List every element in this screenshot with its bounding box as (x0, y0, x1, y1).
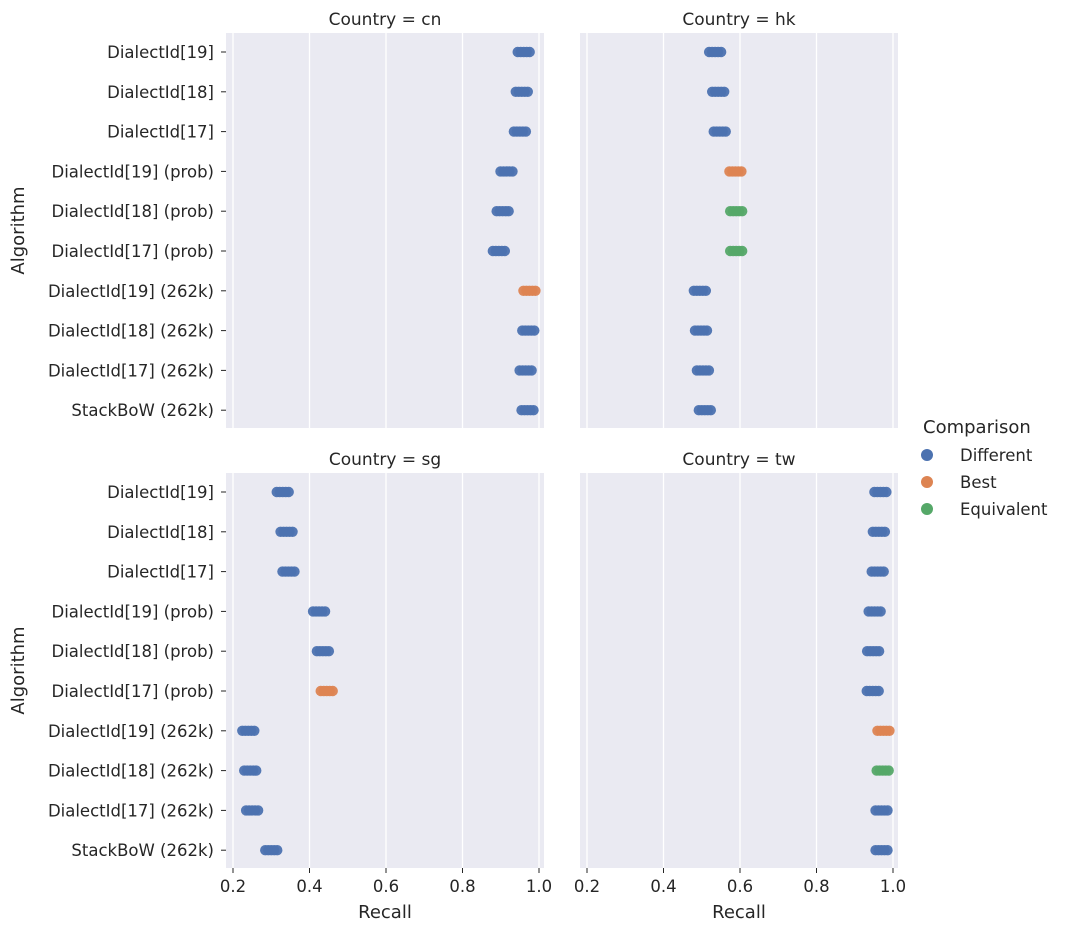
y-tick-label: DialectId[19] (262k) (48, 722, 214, 741)
data-point (882, 845, 893, 856)
legend-marker (921, 476, 933, 488)
data-point (283, 486, 294, 498)
x-axis-label: Recall (358, 902, 412, 923)
legend-entry: Best (960, 473, 997, 492)
y-axis-label: Algorithm (8, 626, 29, 714)
data-point (327, 685, 338, 697)
y-tick-label: DialectId[18] (prob) (52, 642, 214, 661)
legend-marker (921, 449, 933, 461)
data-point (701, 325, 713, 336)
y-tick-label: DialectId[18] (262k) (48, 762, 214, 781)
panel-background (226, 33, 544, 428)
y-tick-label: DialectId[17] (prob) (52, 682, 214, 701)
y-tick-label: DialectId[18] (262k) (48, 322, 214, 341)
facet-title: Country = tw (682, 450, 795, 470)
x-tick-label: 1.0 (526, 877, 552, 896)
data-point (873, 646, 885, 657)
data-point (289, 566, 300, 577)
y-tick-label: DialectId[17] (107, 123, 214, 142)
data-point (522, 86, 533, 98)
data-point (499, 245, 511, 257)
x-axis-label: Recall (712, 902, 766, 923)
data-point (319, 606, 331, 617)
y-tick-label: DialectId[18] (107, 523, 214, 542)
data-point (736, 166, 747, 177)
y-tick-label: DialectId[17] (107, 563, 214, 582)
x-tick-label: 0.6 (373, 877, 399, 896)
panel-background (226, 473, 544, 868)
x-tick-label: 0.8 (803, 877, 829, 896)
data-point (875, 606, 886, 617)
data-point (883, 765, 894, 776)
facet-title: Country = hk (682, 10, 795, 30)
legend-marker (921, 503, 933, 515)
data-point (736, 206, 748, 217)
y-tick-label: DialectId[19] (prob) (52, 602, 214, 621)
data-point (507, 166, 518, 177)
x-tick-label: 0.4 (296, 877, 322, 896)
x-tick-label: 0.4 (650, 877, 676, 896)
data-point (720, 126, 731, 137)
data-point (252, 805, 264, 816)
data-point (323, 646, 335, 657)
data-point (705, 405, 717, 416)
facet-1: Country = hk (580, 10, 898, 428)
x-tick-label: 0.6 (727, 877, 753, 896)
data-point (520, 126, 532, 137)
panel-background (580, 473, 898, 868)
legend-title: Comparison (923, 417, 1031, 438)
data-point (524, 46, 535, 58)
y-tick-label: DialectId[17] (262k) (48, 361, 214, 380)
data-point (884, 725, 895, 736)
data-point (272, 845, 283, 856)
data-point (529, 325, 540, 336)
data-point (718, 86, 730, 98)
facet-3: Country = tw 0.2 0.4 0.6 0.8 1.0 Recall (574, 450, 906, 923)
data-point (703, 365, 715, 376)
y-tick-label: StackBoW (262k) (71, 401, 214, 420)
panel-background (580, 33, 898, 428)
y-tick-label: DialectId[19] (107, 43, 214, 62)
data-point (249, 725, 260, 736)
legend-entry: Equivalent (960, 500, 1048, 519)
x-tick-label: 0.8 (449, 877, 475, 896)
y-tick-label: DialectId[17] (prob) (52, 242, 214, 261)
data-point (715, 46, 727, 58)
data-point (878, 566, 889, 577)
data-point (881, 486, 892, 498)
y-tick-label: DialectId[17] (262k) (48, 801, 214, 820)
facet-2: Country = sg DialectId[19] DialectId[18] Di… (8, 450, 552, 923)
y-tick-label: DialectId[19] (prob) (52, 162, 214, 181)
data-point (530, 285, 541, 296)
facet-title: Country = sg (329, 450, 441, 470)
data-point (251, 765, 262, 776)
facet-0: Country = cn DialectId[19] DialectId[18] Di… (8, 10, 544, 428)
y-tick-label: DialectId[19] (107, 483, 214, 502)
y-tick-label: DialectId[19] (262k) (48, 282, 214, 301)
x-tick-label: 1.0 (880, 877, 906, 896)
legend: Comparison Different Best Equivalent (921, 417, 1048, 519)
y-tick-label: DialectId[18] (prob) (52, 202, 214, 221)
data-point (736, 245, 748, 257)
data-point (526, 365, 537, 376)
y-tick-label: DialectId[18] (107, 83, 214, 102)
data-point (287, 526, 298, 537)
facet-title: Country = cn (329, 10, 442, 30)
y-tick-label: StackBoW (262k) (71, 841, 214, 860)
y-axis-label: Algorithm (8, 186, 29, 274)
data-point (882, 805, 893, 816)
x-tick-label: 0.2 (220, 877, 246, 896)
data-point (503, 206, 514, 217)
data-point (879, 526, 891, 537)
legend-entry: Different (960, 446, 1033, 465)
data-point (873, 685, 884, 697)
x-tick-label: 0.2 (574, 877, 600, 896)
data-point (528, 405, 539, 416)
data-point (700, 285, 712, 296)
